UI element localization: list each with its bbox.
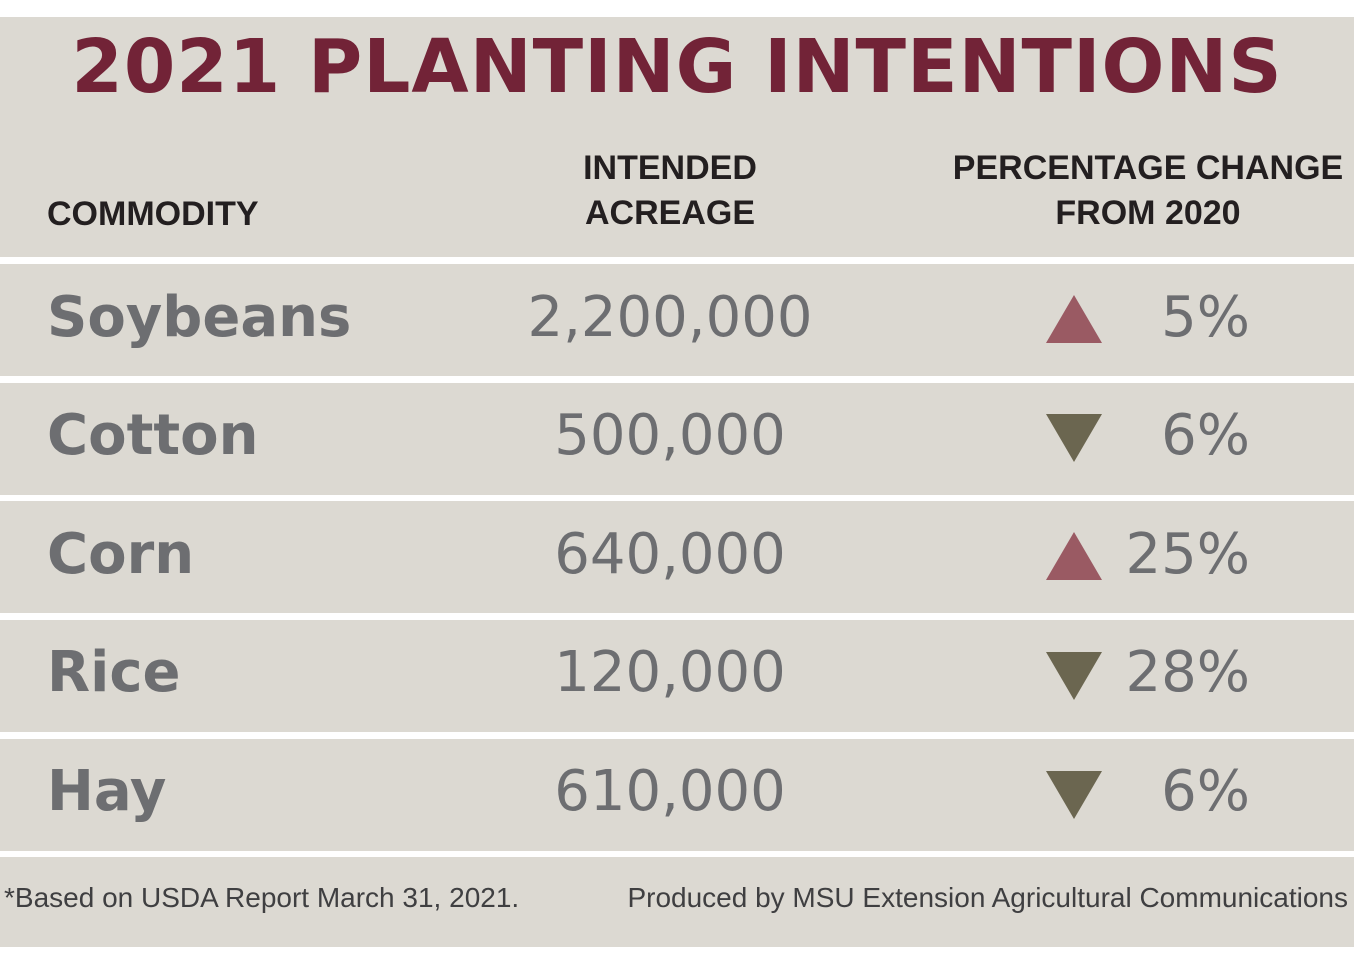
row-change: 5% (1161, 285, 1250, 350)
row-commodity: Cotton (47, 403, 259, 468)
source-note: *Based on USDA Report March 31, 2021. (4, 882, 520, 913)
triangle-down-icon (1046, 771, 1102, 819)
row-acreage: 500,000 (554, 403, 786, 468)
column-header-change-line2: FROM 2020 (1055, 194, 1241, 232)
triangle-down-shape (1046, 414, 1102, 462)
credit-line: Produced by MSU Extension Agricultural C… (627, 882, 1348, 913)
row-commodity: Soybeans (47, 285, 352, 350)
row-change: 6% (1161, 759, 1250, 824)
row-change: 28% (1125, 640, 1250, 705)
triangle-up-icon (1046, 532, 1102, 580)
table-row (0, 739, 1354, 851)
column-header-change: PERCENTAGE CHANGE FROM 2020 (950, 146, 1346, 236)
row-acreage: 610,000 (554, 759, 786, 824)
row-commodity: Hay (47, 759, 167, 824)
triangle-up-shape (1046, 295, 1102, 343)
row-acreage: 640,000 (554, 522, 786, 587)
table-row (0, 620, 1354, 732)
triangle-up-shape (1046, 532, 1102, 580)
triangle-down-shape (1046, 771, 1102, 819)
row-commodity: Rice (47, 640, 181, 705)
header-band (0, 17, 1354, 257)
column-header-commodity: COMMODITY (47, 192, 259, 237)
table-row (0, 501, 1354, 613)
row-acreage: 2,200,000 (527, 285, 813, 350)
triangle-down-icon (1046, 652, 1102, 700)
table-row (0, 264, 1354, 376)
footer-band (0, 857, 1354, 947)
column-header-acreage-line1: INTENDED (583, 149, 757, 187)
row-acreage: 120,000 (554, 640, 786, 705)
triangle-up-icon (1046, 295, 1102, 343)
row-change: 25% (1125, 522, 1250, 587)
column-header-acreage: INTENDED ACREAGE (520, 146, 820, 236)
column-header-acreage-line2: ACREAGE (584, 194, 756, 232)
row-change: 6% (1161, 403, 1250, 468)
triangle-down-shape (1046, 652, 1102, 700)
page-title: 2021 PLANTING INTENTIONS (71, 24, 1283, 110)
column-header-commodity-label: COMMODITY (47, 195, 259, 233)
table-row (0, 383, 1354, 495)
triangle-down-icon (1046, 414, 1102, 462)
column-header-change-line1: PERCENTAGE CHANGE (952, 149, 1344, 187)
row-commodity: Corn (47, 522, 195, 587)
